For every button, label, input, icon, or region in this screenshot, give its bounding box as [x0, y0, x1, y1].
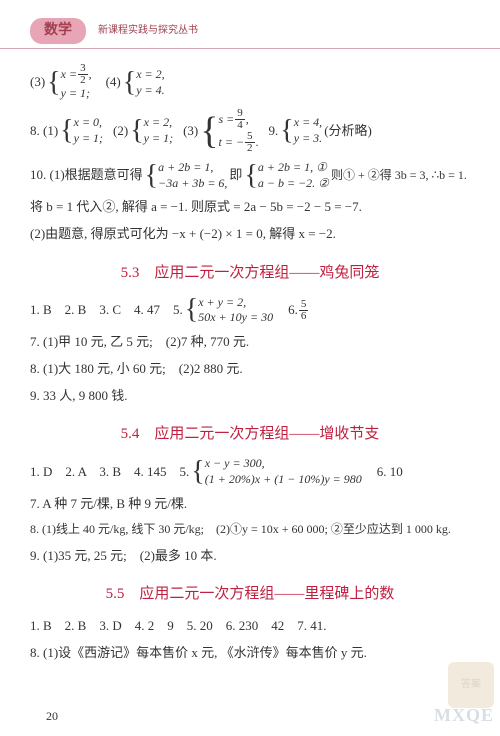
q10-line1: 10. (1)根据题意可得 { a + 2b = 1, −3a + 3b = 6… — [30, 160, 470, 191]
q10-b1l2: −3a + 3b = 6, — [158, 176, 227, 192]
eq3-den: 2 — [78, 75, 88, 86]
sec53-row2: 7. (1)甲 10 元, 乙 5 元; (2)7 种, 770 元. — [30, 332, 470, 353]
eq3-brace: { x = 32 , y = 1; — [47, 63, 91, 102]
q10-b1l1: a + 2b = 1, — [158, 160, 227, 176]
sec54-r1a: 1. D 2. A 3. B 4. 145 5. — [30, 462, 189, 483]
eq3-l2: y = 1; — [61, 86, 92, 102]
q8-p2: (2) — [113, 121, 128, 142]
sec54-row4: 9. (1)35 元, 25 元; (2)最多 10 本. — [30, 546, 470, 567]
sec54-row3: 8. (1)线上 40 元/kg, 线下 30 元/kg; (2)①y = 10… — [30, 520, 470, 539]
top-equations: (3) { x = 32 , y = 1; (4) { x = 2, y = 4… — [30, 63, 470, 102]
brace-icon: { — [280, 117, 293, 145]
section-53-title: 5.3 应用二元一次方程组——鸡兔同笼 — [30, 261, 470, 285]
sec53-row1: 1. B 2. B 3. C 4. 47 5. { x + y = 2, 50x… — [30, 295, 470, 326]
q9-note: (分析略) — [324, 121, 372, 142]
content-area: (3) { x = 32 , y = 1; (4) { x = 2, y = 4… — [0, 49, 500, 664]
brace-icon: { — [60, 117, 73, 145]
q8-1-l1: x = 0, — [74, 115, 103, 131]
q8-3-l2a: t = − — [219, 135, 245, 151]
sec54-r1b: 6. 10 — [364, 462, 403, 483]
sec53-row4: 9. 33 人, 9 800 钱. — [30, 386, 470, 407]
brace-icon: { — [191, 458, 204, 486]
sec53-fd: 6 — [299, 311, 309, 322]
sec53-row3: 8. (1)大 180 元, 小 60 元; (2)2 880 元. — [30, 359, 470, 380]
q8-3-d1: 4 — [235, 120, 245, 131]
sec53-r1b: 6. — [275, 300, 298, 321]
brace-icon: { — [145, 162, 158, 190]
q8-2-l1: x = 2, — [144, 115, 173, 131]
sec53-r1a: 1. B 2. B 3. C 4. 47 5. — [30, 300, 183, 321]
brace-icon: { — [47, 69, 60, 97]
brace-icon: { — [185, 296, 198, 324]
sec54-bl1: x − y = 300, — [205, 456, 362, 472]
q8-3-l1a: s = — [219, 112, 235, 128]
sec54-bl2: (1 + 20%)x + (1 − 10%)y = 980 — [205, 472, 362, 488]
q8-3-l1b: , — [246, 112, 249, 128]
eq3-l1a: x = — [61, 67, 77, 83]
q8-label: 8. (1) — [30, 121, 58, 142]
sec54-row1: 1. D 2. A 3. B 4. 145 5. { x − y = 300, … — [30, 456, 470, 487]
sec53-bl2: 50x + 10y = 30 — [198, 310, 273, 326]
q10-label: 10. (1)根据题意可得 — [30, 165, 143, 186]
section-55-title: 5.5 应用二元一次方程组——里程碑上的数 — [30, 582, 470, 606]
sec55-row1: 1. B 2. B 3. D 4. 2 9 5. 20 6. 230 42 7.… — [30, 616, 470, 637]
brace-icon: { — [244, 162, 257, 190]
section-54-title: 5.4 应用二元一次方程组——增收节支 — [30, 422, 470, 446]
q9-label: 9. — [269, 121, 279, 142]
eq3-prefix: (3) — [30, 72, 45, 93]
q10-line2: 将 b = 1 代入②, 解得 a = −1. 则原式 = 2a − 5b = … — [30, 197, 470, 218]
page-header: 数学 新课程实践与探究丛书 — [0, 0, 500, 49]
sec53-bl1: x + y = 2, — [198, 295, 273, 311]
eq4-prefix: (4) — [106, 72, 121, 93]
q10-mid: 即 — [229, 165, 242, 186]
eq4-l2: y = 4. — [136, 83, 164, 99]
q8-3-l2b: . — [256, 135, 259, 151]
eq4-l1: x = 2, — [136, 67, 164, 83]
sec55-row2: 8. (1)设《西游记》每本售价 x 元, 《水浒传》每本售价 y 元. — [30, 643, 470, 664]
brace-icon: { — [200, 112, 218, 150]
q8-1-l2: y = 1; — [74, 131, 103, 147]
q8-3-d2: 2 — [245, 143, 255, 154]
brace-icon: { — [123, 69, 136, 97]
q8-2-l2: y = 1; — [144, 131, 173, 147]
eq3-l1-end: , — [89, 67, 92, 83]
watermark-text: MXQE — [434, 701, 494, 730]
q8-line: 8. (1) { x = 0, y = 1; (2) { x = 2, y = … — [30, 108, 470, 154]
q9-l1: x = 4, — [294, 115, 322, 131]
brace-icon: { — [130, 117, 143, 145]
q10-b2l1: a + 2b = 1, ① — [258, 160, 329, 176]
q10-tail: 则① + ②得 3b = 3, ∴b = 1. — [331, 166, 467, 185]
eq4-brace: { x = 2, y = 4. — [123, 67, 165, 98]
q8-p3: (3) — [183, 121, 198, 142]
subject-badge: 数学 — [30, 18, 86, 44]
page-number: 20 — [46, 707, 58, 726]
series-title: 新课程实践与探究丛书 — [98, 23, 198, 39]
q10-line3: (2)由题意, 得原式可化为 −x + (−2) × 1 = 0, 解得 x =… — [30, 224, 470, 245]
q9-l2: y = 3. — [294, 131, 322, 147]
q10-b2l2: a − b = −2. ② — [258, 176, 329, 192]
sec54-row2: 7. A 种 7 元/棵, B 种 9 元/棵. — [30, 494, 470, 515]
